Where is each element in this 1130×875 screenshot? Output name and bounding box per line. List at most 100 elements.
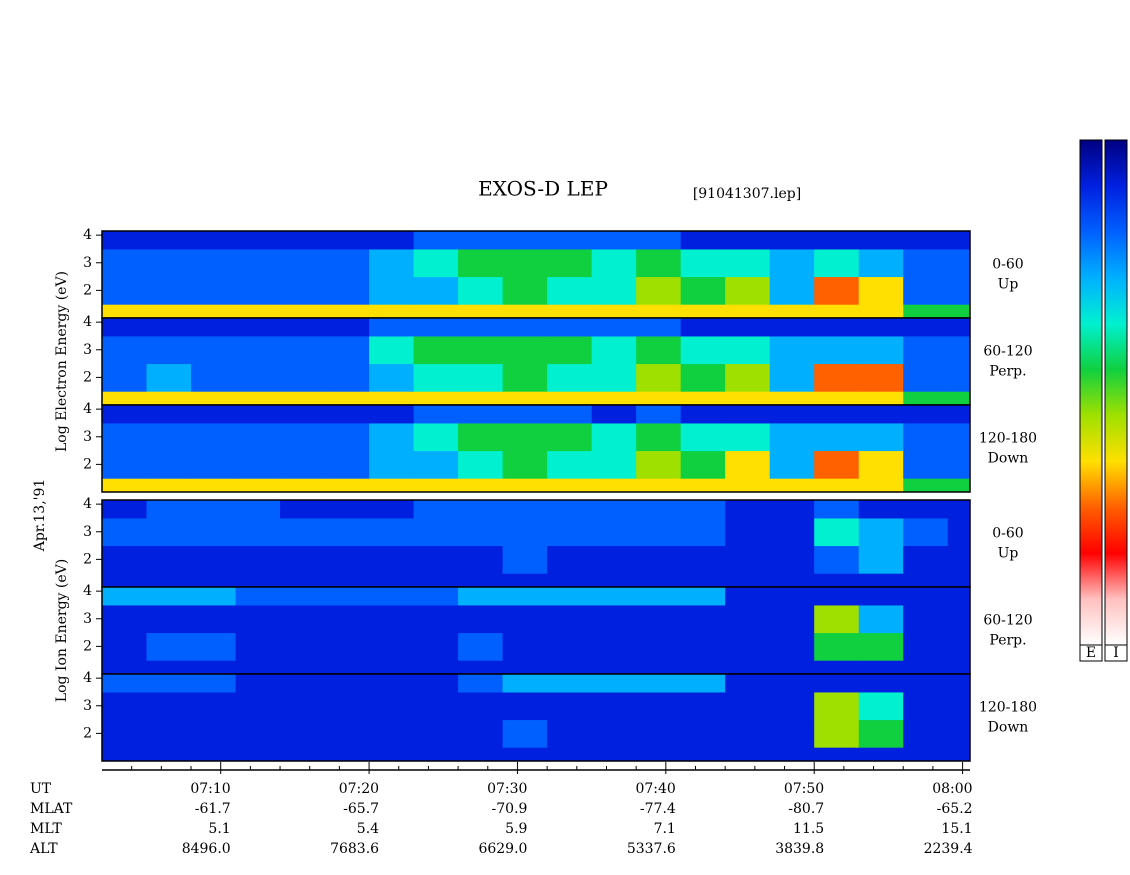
heat-cell xyxy=(502,747,548,762)
ephemeris-name: MLAT xyxy=(30,801,73,817)
heat-cell xyxy=(725,363,771,392)
heat-cell xyxy=(903,747,949,762)
heat-cell xyxy=(191,304,237,319)
heat-cell xyxy=(858,478,904,493)
heat-cell xyxy=(102,422,148,452)
heat-cell xyxy=(591,632,637,661)
heat-cell xyxy=(324,517,370,547)
ephemeris-value: 5337.6 xyxy=(627,841,676,857)
heat-cell xyxy=(146,478,192,493)
heat-cell xyxy=(947,660,971,675)
heat-cell xyxy=(369,231,415,250)
heat-cell xyxy=(903,719,949,748)
heat-cell xyxy=(369,747,415,762)
heat-cell xyxy=(191,248,237,278)
heat-cell xyxy=(102,545,148,574)
heat-cell xyxy=(680,304,726,319)
heat-cell xyxy=(814,391,860,406)
colorbar-label: I xyxy=(1113,645,1119,661)
heat-cell xyxy=(458,587,504,606)
heat-cell xyxy=(458,674,504,693)
heat-cell xyxy=(858,304,904,319)
heat-cell xyxy=(235,248,281,278)
heat-cell xyxy=(324,422,370,452)
heat-cell xyxy=(280,691,326,721)
heat-cell xyxy=(814,450,860,479)
heat-cell xyxy=(947,674,971,693)
heat-cell xyxy=(814,318,860,337)
panel-label: 120-180 xyxy=(979,431,1037,447)
heat-cell xyxy=(458,573,504,588)
heat-cell xyxy=(413,478,459,493)
heat-cell xyxy=(102,318,148,337)
heat-cell xyxy=(102,587,148,606)
ephemeris-value: 5.9 xyxy=(505,821,527,837)
heat-cell xyxy=(102,747,148,762)
heat-cell xyxy=(280,573,326,588)
heat-cell xyxy=(725,335,771,365)
heat-cell xyxy=(324,719,370,748)
heat-cell xyxy=(413,363,459,392)
heat-cell xyxy=(458,391,504,406)
heat-cell xyxy=(769,747,815,762)
heat-cell xyxy=(102,276,148,305)
heat-cell xyxy=(369,587,415,606)
heat-cell xyxy=(324,248,370,278)
heat-cell xyxy=(680,691,726,721)
heat-cell xyxy=(547,422,593,452)
heat-cell xyxy=(146,500,192,519)
heat-cell xyxy=(769,573,815,588)
heat-cell xyxy=(680,573,726,588)
heat-cell xyxy=(814,422,860,452)
heat-cell xyxy=(591,691,637,721)
heat-cell xyxy=(947,632,971,661)
heat-cell xyxy=(947,691,971,721)
heat-cell xyxy=(502,674,548,693)
heat-cell xyxy=(324,604,370,634)
y-axis-label: Log Ion Energy (eV) xyxy=(54,559,70,702)
heat-cell xyxy=(680,318,726,337)
file-name: [91041307.lep] xyxy=(693,186,801,202)
heat-cell xyxy=(725,674,771,693)
x-tick-label: 07:40 xyxy=(635,781,675,797)
heat-cell xyxy=(146,660,192,675)
heat-cell xyxy=(413,450,459,479)
heat-cell xyxy=(769,660,815,675)
heat-cell xyxy=(235,500,281,519)
panel-label: Up xyxy=(998,277,1019,293)
heat-cell xyxy=(235,674,281,693)
heat-cell xyxy=(146,318,192,337)
heat-cell xyxy=(591,674,637,693)
colorbar-label-box xyxy=(1079,644,1103,662)
ephemeris-name: ALT xyxy=(29,841,58,857)
heat-cell xyxy=(191,478,237,493)
heat-cell xyxy=(146,674,192,693)
heat-cell xyxy=(413,660,459,675)
heat-cell xyxy=(947,391,971,406)
heat-cell xyxy=(369,335,415,365)
heat-cell xyxy=(814,545,860,574)
heat-cell xyxy=(547,660,593,675)
heat-cell xyxy=(191,674,237,693)
heat-cell xyxy=(903,276,949,305)
heat-cell xyxy=(102,674,148,693)
heat-cell xyxy=(636,304,682,319)
heat-cell xyxy=(903,422,949,452)
heat-cell xyxy=(858,422,904,452)
heat-cell xyxy=(369,363,415,392)
heat-cell xyxy=(903,318,949,337)
heat-cell xyxy=(324,363,370,392)
heat-cell xyxy=(725,632,771,661)
panel-label: 0-60 xyxy=(992,257,1023,273)
heat-cell xyxy=(680,719,726,748)
heat-cell xyxy=(947,304,971,319)
heat-cell xyxy=(102,304,148,319)
heat-cell xyxy=(947,231,971,250)
heat-cell xyxy=(191,422,237,452)
heat-cell xyxy=(636,248,682,278)
heat-cell xyxy=(591,573,637,588)
heat-cell xyxy=(146,719,192,748)
heat-cell xyxy=(102,335,148,365)
heat-cell xyxy=(502,545,548,574)
